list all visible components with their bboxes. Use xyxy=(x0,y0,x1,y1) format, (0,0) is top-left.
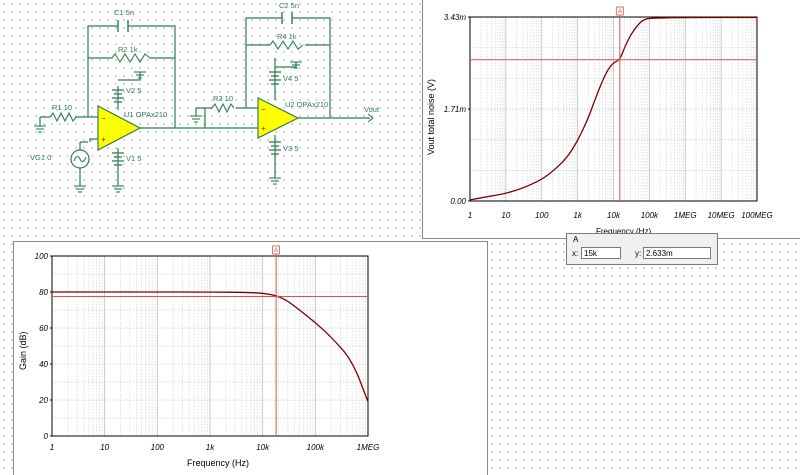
ground-icon xyxy=(269,177,281,185)
label-v3: V3 5 xyxy=(283,144,298,153)
label-c2: C2 5n xyxy=(279,1,299,10)
svg-text:+: + xyxy=(101,135,106,144)
x-tick-label: 1 xyxy=(50,443,54,452)
ground-icon xyxy=(74,185,86,193)
x-tick-label: 10 xyxy=(100,443,109,452)
y-tick-label: 20 xyxy=(38,396,48,405)
x-tick-label: 1k xyxy=(573,211,582,220)
y-axis-label: Gain (dB) xyxy=(18,331,28,370)
wire xyxy=(39,116,50,126)
x-tick-label: 100k xyxy=(307,443,325,452)
cursor-marker xyxy=(615,6,624,16)
noise-chart-panel[interactable] xyxy=(422,0,800,239)
label-u2: U2 OPAx210 xyxy=(285,100,328,109)
x-tick-label: 1MEG xyxy=(357,443,380,452)
label-r3: R3 10 xyxy=(213,94,233,103)
cursor-x-value[interactable]: 15k xyxy=(581,247,621,259)
x-axis-label: Frequency (Hz) xyxy=(596,227,651,236)
label-v4: V4 5 xyxy=(283,74,298,83)
tick-labels: 1 10 100 1k 10k 100k 1MEG 10MEG 100MEG 0.00 1.71m 3… xyxy=(444,13,773,220)
wire xyxy=(275,62,297,68)
svg-text:+: + xyxy=(261,124,266,133)
y-tick-label: 0 xyxy=(44,432,49,441)
x-axis-label: Frequency (Hz) xyxy=(187,458,249,468)
grid xyxy=(469,17,757,201)
x-tick-label: 100MEG xyxy=(741,211,773,220)
y-tick-label: 40 xyxy=(39,360,48,369)
tick-labels: 1 10 100 1k 10k 100k 1MEG 0 20 40 60 80 100 xyxy=(35,252,380,452)
ground-icon xyxy=(290,61,302,69)
y-tick-label: 3.43m xyxy=(444,13,467,22)
cursor-marker xyxy=(272,245,281,255)
wire xyxy=(87,25,118,85)
y-axis-label: Vout total noise (V) xyxy=(426,79,436,155)
ground-icon xyxy=(134,71,146,79)
x-tick-label: 1k xyxy=(206,443,215,452)
plot-frame xyxy=(51,255,369,437)
cursor-marker-label: A xyxy=(274,248,278,254)
opamp-u1 xyxy=(97,105,142,151)
ground-icon xyxy=(112,185,124,193)
wire xyxy=(80,138,98,143)
x-tick-label: 1 xyxy=(468,211,472,220)
y-tick-label: 60 xyxy=(39,324,48,333)
resistor-r2 xyxy=(111,52,151,64)
svg-text:−: − xyxy=(261,105,266,114)
cursor-readout[interactable]: A x: 15k y: 2.633m xyxy=(566,233,718,265)
x-tick-label: 1MEG xyxy=(674,211,697,220)
series-line xyxy=(469,16,757,201)
label-u1: U1 OPAx210 xyxy=(124,110,167,119)
y-tick-label: 80 xyxy=(39,288,48,297)
resistor-r4 xyxy=(269,39,304,51)
x-tick-label: 10k xyxy=(607,211,621,220)
opamp-u2 xyxy=(257,97,300,139)
battery-v3 xyxy=(269,141,281,155)
battery-v4 xyxy=(269,71,281,85)
label-r2: R2 1k xyxy=(118,45,138,54)
x-tick-label: 100 xyxy=(151,443,165,452)
ground-icon xyxy=(34,125,46,133)
cursor-y-value[interactable]: 2.633m xyxy=(643,247,711,259)
cursor-readout-title: A xyxy=(573,235,579,244)
output-probe-icon xyxy=(367,113,374,123)
y-tick-label: 1.71m xyxy=(444,105,467,114)
label-v1: V1 5 xyxy=(126,154,141,163)
wire xyxy=(292,17,331,118)
cursor-x-label: x: xyxy=(572,249,579,258)
label-v2: V2 5 xyxy=(126,86,141,95)
x-tick-label: 10k xyxy=(256,443,270,452)
ground-icon xyxy=(190,115,202,123)
series-line xyxy=(52,291,369,403)
resistor-r1 xyxy=(49,111,77,123)
label-c1: C1 5n xyxy=(114,8,134,17)
y-tick-label: 0.00 xyxy=(450,197,466,206)
wire xyxy=(195,107,205,116)
battery-v1 xyxy=(112,152,124,166)
wire xyxy=(245,17,282,100)
cursor-y-label: y: xyxy=(635,249,642,258)
x-tick-label: 100k xyxy=(641,211,659,220)
label-vg1: VG1 0 xyxy=(30,153,51,162)
svg-text:−: − xyxy=(101,114,106,123)
grid xyxy=(51,256,368,436)
y-tick-label: 100 xyxy=(35,252,49,261)
sine-wave-icon xyxy=(73,155,87,163)
output-label: Vout xyxy=(364,105,380,114)
label-r4: R4 1k xyxy=(277,32,297,41)
x-tick-label: 10MEG xyxy=(708,211,735,220)
x-tick-label: 100 xyxy=(535,211,549,220)
resistor-r3 xyxy=(211,102,235,114)
battery-v2 xyxy=(112,89,124,103)
wire xyxy=(128,25,176,128)
cursor-marker-label: A xyxy=(618,9,622,15)
label-r1: R1 10 xyxy=(52,103,72,112)
x-tick-label: 10 xyxy=(501,211,510,220)
